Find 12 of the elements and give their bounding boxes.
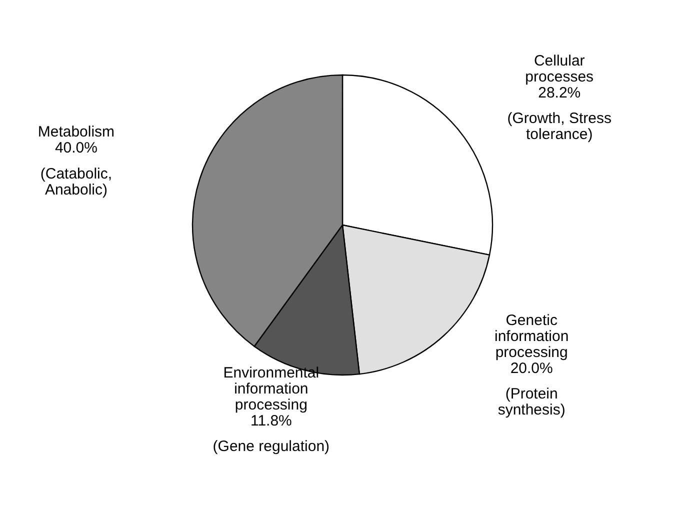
data-label: 11.8% <box>250 412 292 430</box>
data-label: 28.2% <box>538 84 581 102</box>
data-label: 40.0% <box>54 140 98 157</box>
text: (Catabolic, Anabolic) <box>40 165 112 198</box>
slice-label: Genetic information processing <box>494 312 569 361</box>
slice-label: Environmental information processing <box>223 364 320 414</box>
data-label: 20.0% <box>510 360 553 377</box>
slice-label: Cellular processes <box>525 52 594 86</box>
text: (Protein synthesis) <box>498 385 566 418</box>
slice-label: Metabolism <box>38 124 115 141</box>
text: (Gene regulation) <box>212 438 330 456</box>
text: (Growth, Stress tolerance) <box>507 110 612 144</box>
